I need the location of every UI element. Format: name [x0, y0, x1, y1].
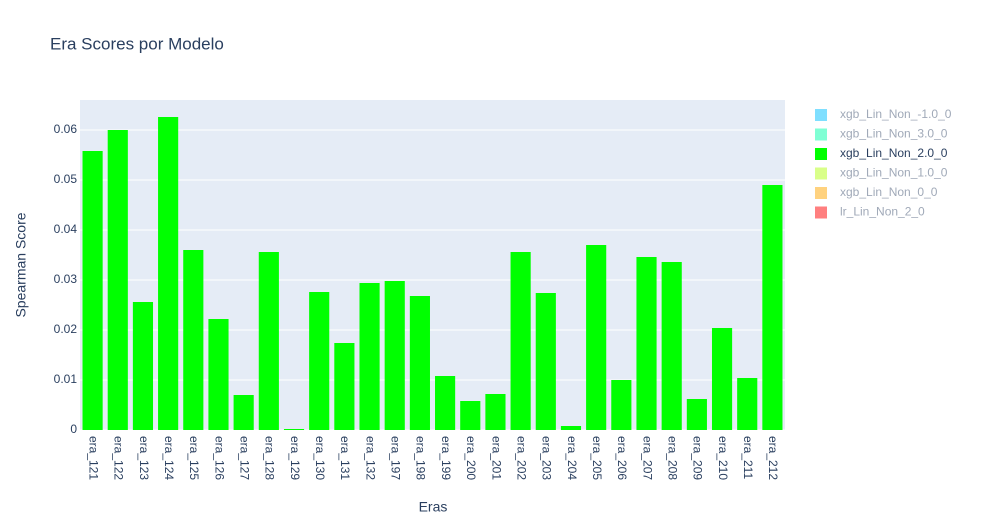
- x-tick-label: era_203: [540, 436, 554, 480]
- x-tick-label: era_210: [716, 436, 730, 480]
- y-tick-label: 0.06: [54, 122, 78, 136]
- bar: [661, 262, 682, 430]
- bar: [183, 250, 204, 430]
- legend-swatch[interactable]: [815, 148, 827, 160]
- bar: [485, 394, 506, 430]
- legend-label[interactable]: xgb_Lin_Non_-1.0_0: [840, 107, 952, 121]
- x-tick-label: era_208: [666, 436, 680, 480]
- x-tick-label: era_212: [766, 436, 780, 480]
- x-tick-label: era_207: [640, 436, 654, 480]
- x-tick-label: era_130: [313, 436, 327, 480]
- legend-swatch[interactable]: [815, 109, 827, 121]
- x-tick-label: era_128: [263, 436, 277, 480]
- bar: [409, 296, 430, 430]
- bar: [711, 328, 733, 430]
- bar: [359, 283, 380, 430]
- bar: [208, 319, 229, 430]
- bar: [737, 378, 758, 430]
- bar: [636, 257, 657, 430]
- x-tick-label: era_202: [514, 436, 528, 480]
- x-tick-label: era_126: [212, 436, 226, 480]
- legend-swatch[interactable]: [815, 167, 827, 180]
- x-tick-label: era_122: [112, 436, 126, 480]
- y-tick-label: 0.01: [54, 372, 78, 386]
- x-tick-label: era_197: [389, 436, 403, 480]
- y-tick-label: 0: [70, 422, 77, 436]
- bar: [233, 395, 254, 430]
- bar: [535, 293, 556, 430]
- bar: [586, 245, 607, 430]
- x-tick-label: era_211: [741, 436, 755, 479]
- y-tick-label: 0.02: [54, 322, 78, 336]
- legend-swatch[interactable]: [815, 206, 827, 219]
- x-tick-label: era_199: [439, 436, 453, 480]
- x-tick-label: era_124: [162, 436, 176, 480]
- bar: [283, 429, 305, 430]
- bar: [384, 281, 405, 430]
- legend-label[interactable]: xgb_Lin_Non_3.0_0: [840, 127, 948, 141]
- bar: [107, 130, 128, 430]
- x-tick-label: era_201: [489, 436, 503, 480]
- x-tick-label: era_132: [363, 436, 377, 480]
- bar: [460, 401, 481, 430]
- bar: [82, 151, 103, 430]
- bar: [435, 376, 456, 430]
- x-tick-label: era_127: [237, 436, 251, 480]
- x-tick-label: era_206: [615, 436, 629, 480]
- y-tick-label: 0.03: [54, 272, 78, 286]
- bar: [686, 399, 707, 430]
- x-axis-title: Eras: [419, 499, 448, 515]
- legend-label[interactable]: xgb_Lin_Non_1.0_0: [840, 166, 948, 180]
- x-tick-label: era_204: [565, 436, 579, 480]
- x-tick-label: era_205: [590, 436, 604, 480]
- x-tick-label: era_123: [137, 436, 151, 480]
- x-tick-label: era_198: [414, 436, 428, 480]
- bar: [258, 252, 279, 430]
- bar: [132, 302, 154, 430]
- x-tick-label: era_125: [187, 436, 201, 480]
- bar: [309, 292, 330, 430]
- bar: [560, 426, 582, 430]
- legend-swatch[interactable]: [815, 128, 827, 141]
- x-tick-label: era_200: [464, 436, 478, 480]
- bar: [158, 117, 179, 430]
- bar: [611, 380, 632, 430]
- chart-title: Era Scores por Modelo: [50, 34, 224, 53]
- legend-label[interactable]: xgb_Lin_Non_0_0: [840, 185, 938, 199]
- bar: [334, 343, 355, 430]
- bar: [762, 185, 783, 430]
- legend-swatch[interactable]: [815, 187, 827, 199]
- y-tick-label: 0.04: [54, 222, 78, 236]
- y-axis-title: Spearman Score: [13, 212, 29, 317]
- legend-label[interactable]: lr_Lin_Non_2_0: [840, 205, 925, 219]
- y-tick-label: 0.05: [54, 172, 78, 186]
- legend-label[interactable]: xgb_Lin_Non_2.0_0: [840, 146, 948, 160]
- x-tick-label: era_209: [691, 436, 705, 480]
- x-tick-label: era_131: [338, 436, 352, 480]
- bar: [510, 252, 531, 430]
- x-tick-label: era_129: [288, 436, 302, 480]
- x-tick-label: era_121: [86, 436, 100, 480]
